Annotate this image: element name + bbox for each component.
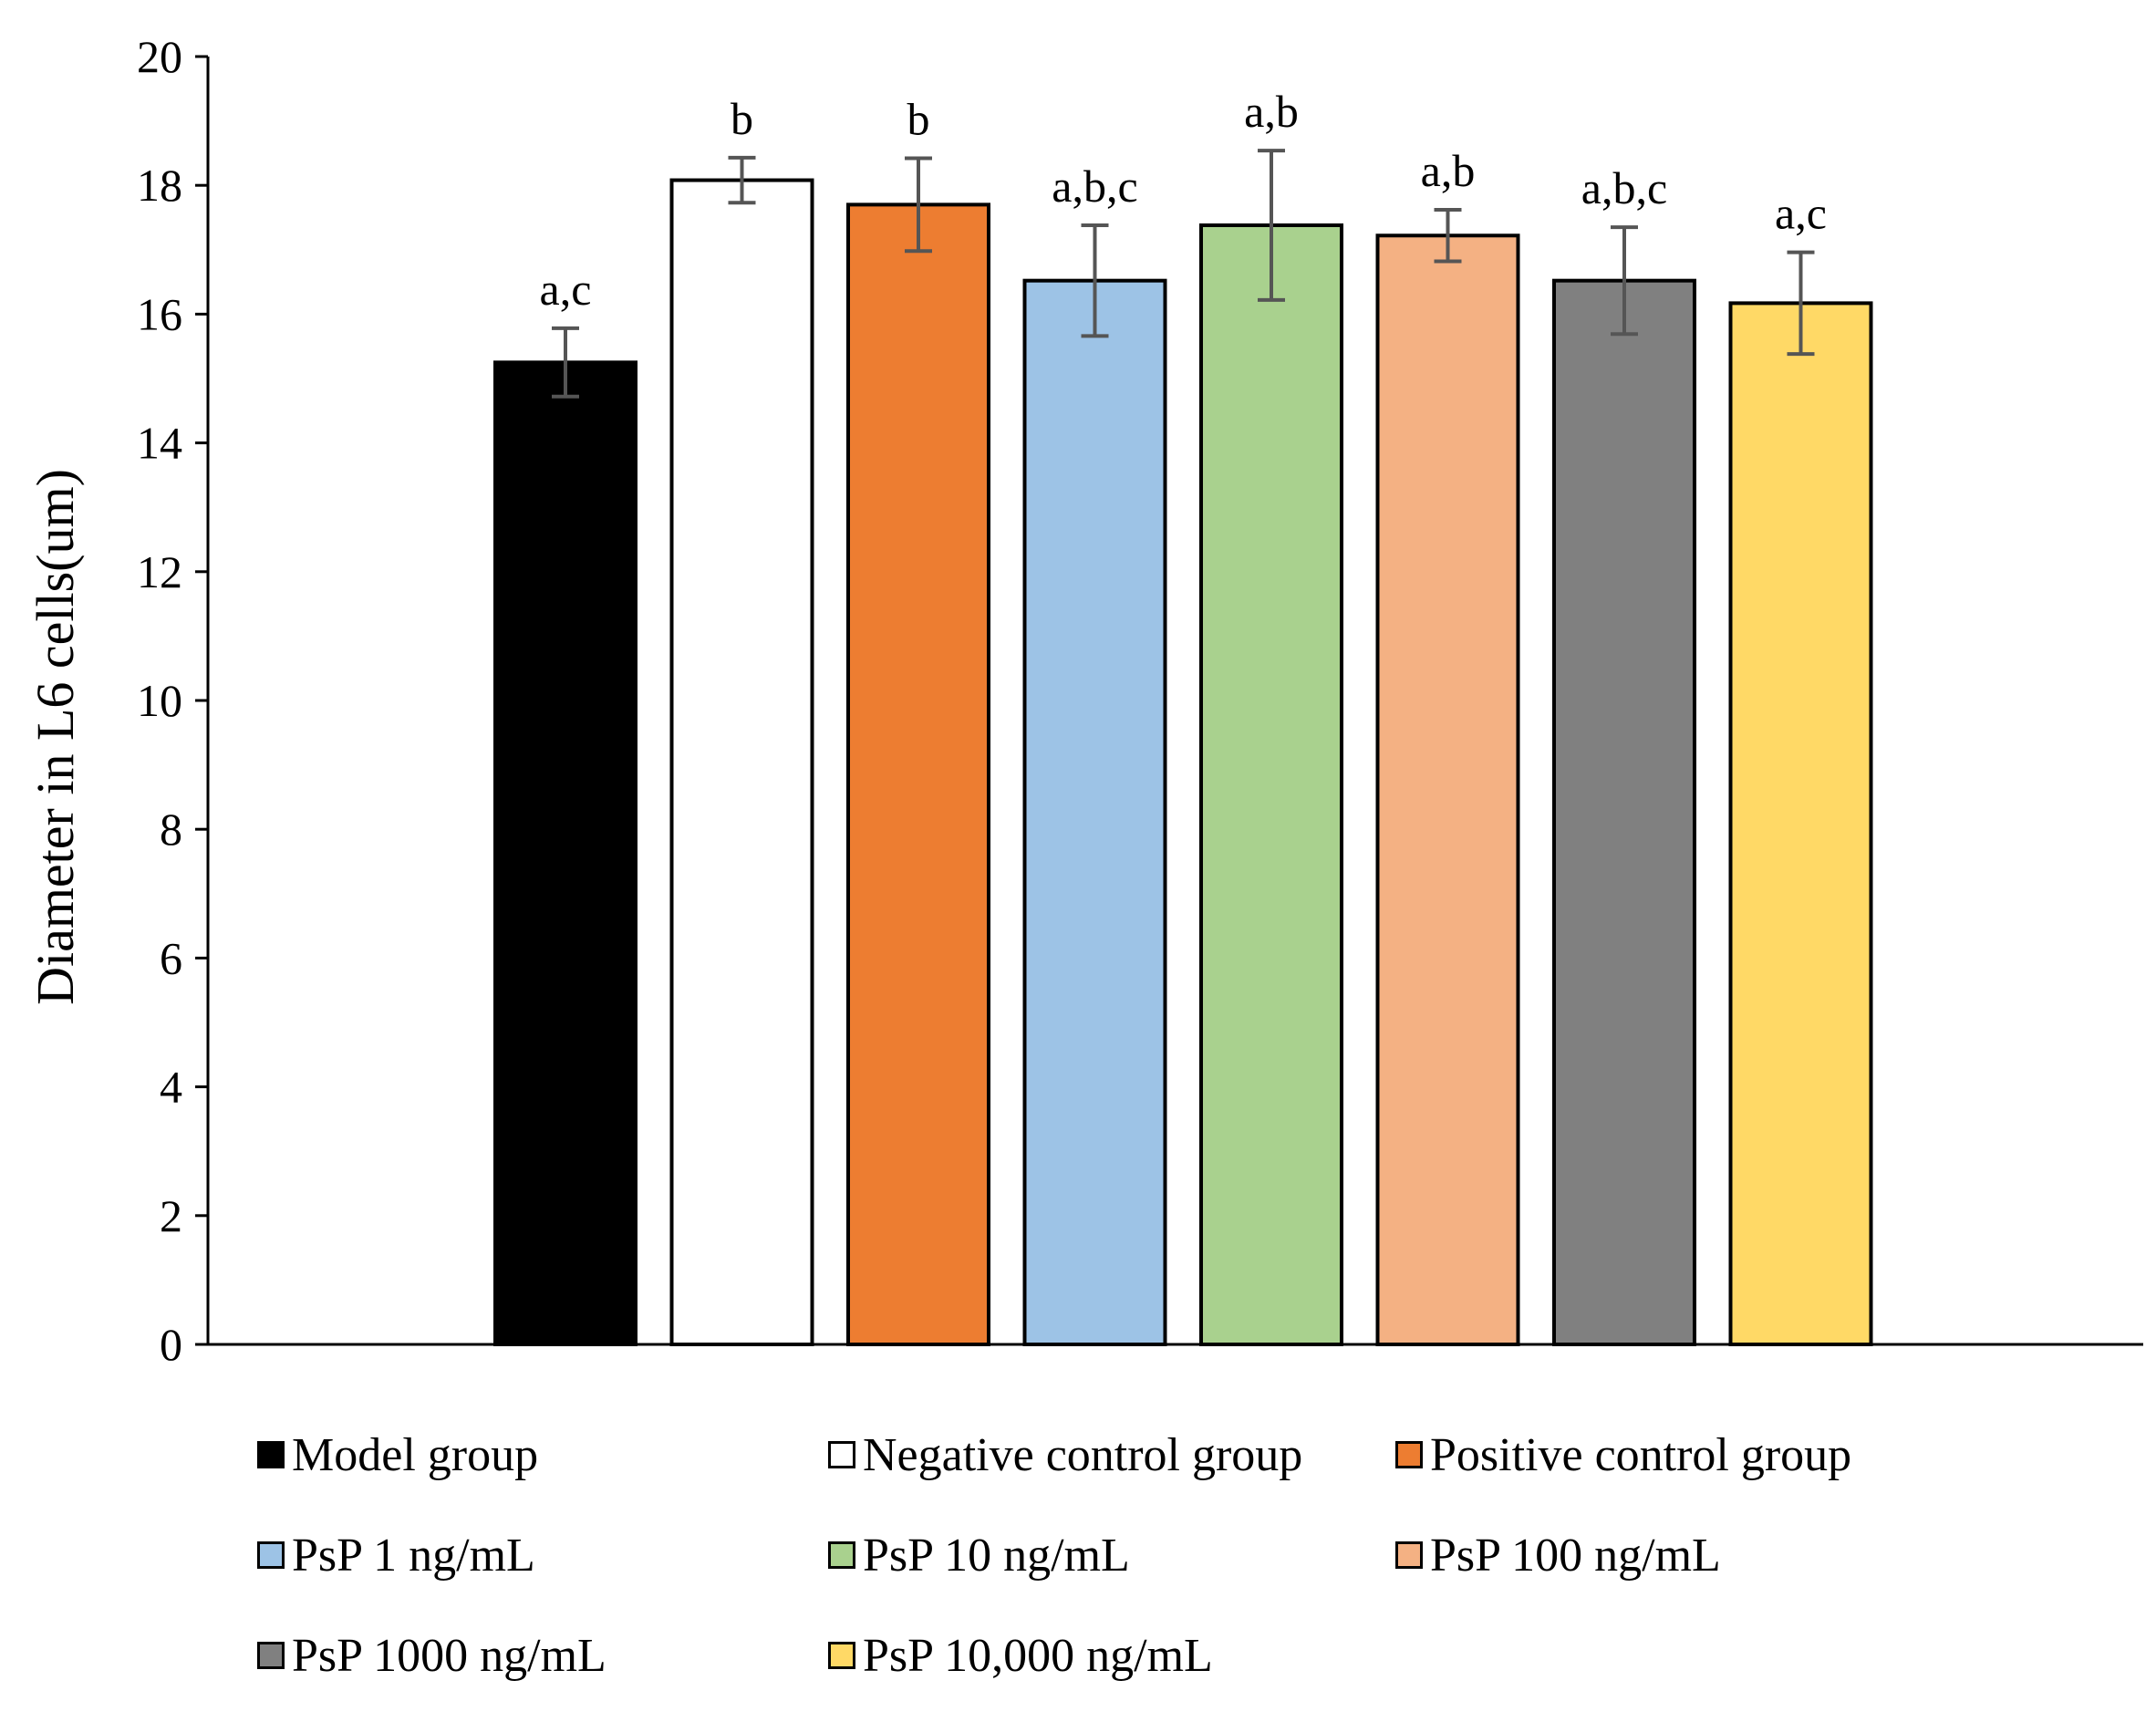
y-tick-label: 2 [160, 1190, 182, 1241]
y-tick-label: 14 [137, 418, 182, 469]
legend-item: PsP 10 ng/mL [828, 1528, 1130, 1582]
error-bars [552, 149, 1815, 399]
legend-label: PsP 1000 ng/mL [292, 1629, 606, 1682]
significance-labels: a,c b b a,b,c a,b a,b a,b,c a,c [540, 86, 1827, 315]
bar [669, 178, 814, 1346]
legend-label: PsP 10 ng/mL [863, 1529, 1130, 1582]
significance-label: b [731, 93, 753, 144]
y-tick-label: 16 [137, 288, 182, 339]
legend-swatch [828, 1541, 855, 1569]
bar [1199, 223, 1343, 1346]
significance-label: a,b,c [1052, 161, 1137, 212]
legend-swatch [828, 1642, 855, 1669]
bar [1728, 301, 1873, 1347]
bars [493, 178, 1873, 1347]
y-tick-label: 8 [160, 804, 182, 855]
legend-item: Positive control group [1395, 1427, 1851, 1482]
y-axis: 0 2 4 6 8 10 12 14 16 18 20 [137, 31, 210, 1370]
bar [1552, 278, 1696, 1346]
legend-label: PsP 100 ng/mL [1430, 1529, 1721, 1582]
legend-item: Model group [257, 1427, 538, 1482]
legend-swatch [257, 1541, 285, 1569]
legend-swatch [1395, 1541, 1423, 1569]
legend-label: PsP 1 ng/mL [292, 1529, 535, 1582]
bar [846, 202, 990, 1346]
legend-label: Positive control group [1430, 1428, 1852, 1481]
y-tick-label: 12 [137, 546, 182, 597]
legend-item: PsP 1 ng/mL [257, 1528, 535, 1582]
significance-label: b [907, 94, 930, 145]
legend-label: Negative control group [863, 1428, 1303, 1481]
legend-item: PsP 1000 ng/mL [257, 1628, 606, 1683]
legend: Model group Negative control group Positiv… [257, 1427, 2118, 1719]
significance-label: a,b [1244, 86, 1299, 137]
legend-label: Model group [292, 1428, 539, 1481]
y-tick-label: 20 [137, 31, 182, 82]
y-tick-label: 18 [137, 160, 182, 211]
y-axis-label: Diameter in L6 cells(um) [26, 469, 85, 1005]
y-tick-label: 0 [160, 1319, 182, 1370]
legend-swatch [828, 1441, 855, 1468]
legend-item: PsP 10,000 ng/mL [828, 1628, 1213, 1683]
y-tick-label: 6 [160, 932, 182, 983]
significance-label: a,b,c [1581, 162, 1667, 213]
legend-item: PsP 100 ng/mL [1395, 1528, 1721, 1582]
legend-swatch [1395, 1441, 1423, 1468]
y-tick-label: 4 [160, 1062, 182, 1113]
y-tick-label: 10 [137, 675, 182, 726]
significance-label: a,c [1775, 188, 1827, 239]
significance-label: a,b [1421, 145, 1476, 196]
significance-label: a,c [540, 264, 592, 315]
bar [1375, 233, 1520, 1347]
legend-swatch [257, 1642, 285, 1669]
legend-item: Negative control group [828, 1427, 1302, 1482]
legend-label: PsP 10,000 ng/mL [863, 1629, 1213, 1682]
bar [493, 360, 637, 1347]
legend-swatch [257, 1441, 285, 1468]
bar [1022, 278, 1167, 1346]
